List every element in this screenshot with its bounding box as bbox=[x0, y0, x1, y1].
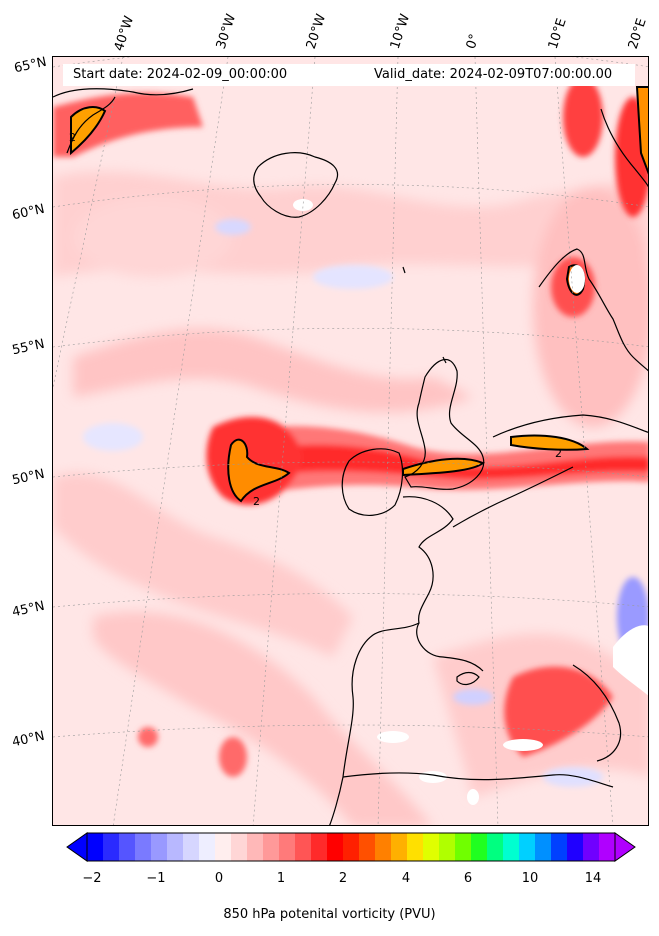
valid-date-label: Valid_date: 2024-02-09T07:00:00.00 bbox=[374, 67, 613, 82]
colorbar-outline bbox=[86, 832, 616, 862]
colorbar-segment bbox=[247, 833, 264, 861]
cb-tick-1: 1 bbox=[276, 871, 286, 886]
lon-label-20w: 20°W bbox=[303, 12, 330, 51]
cb-tick-6: 6 bbox=[463, 871, 473, 886]
colorbar-segment bbox=[455, 833, 472, 861]
lat-label-45n: 45°N bbox=[10, 598, 46, 621]
colorbar-title: 850 hPa potenital vorticity (PVU) bbox=[223, 907, 436, 922]
pv-high-cores bbox=[70, 86, 648, 503]
colorbar-min-arrow bbox=[66, 832, 88, 862]
terrain-mask bbox=[293, 199, 648, 805]
coastlines bbox=[53, 88, 648, 825]
colorbar-segment bbox=[391, 833, 408, 861]
colorbar-segment bbox=[183, 833, 200, 861]
colorbar-segment bbox=[295, 833, 312, 861]
colorbar-segment bbox=[327, 833, 344, 861]
colorbar-segment bbox=[343, 833, 360, 861]
cb-tick-4: 4 bbox=[401, 871, 411, 886]
colorbar-segment bbox=[567, 833, 584, 861]
contour-label-2-b: 2 bbox=[555, 447, 562, 460]
colorbar-segment bbox=[407, 833, 424, 861]
colorbar-segment bbox=[487, 833, 504, 861]
lat-label-50n: 50°N bbox=[10, 466, 46, 489]
cb-tick-0: 0 bbox=[214, 871, 224, 886]
lat-label-60n: 60°N bbox=[10, 201, 46, 224]
cb-tick-10: 10 bbox=[521, 871, 539, 886]
colorbar-segment bbox=[103, 833, 120, 861]
contour-label-2-a: 2 bbox=[253, 495, 260, 508]
lon-label-40w: 40°W bbox=[111, 14, 138, 53]
colorbar-segment bbox=[215, 833, 232, 861]
colorbar-segment bbox=[199, 833, 216, 861]
cb-tick-m1: −1 bbox=[146, 871, 166, 886]
colorbar bbox=[66, 832, 636, 862]
colorbar-segment bbox=[119, 833, 136, 861]
contour-label-2-c: 2 bbox=[69, 131, 76, 144]
lon-label-30w: 30°W bbox=[213, 12, 240, 51]
lon-label-10w: 10°W bbox=[387, 12, 414, 51]
lon-label-20e: 20°E bbox=[625, 16, 650, 51]
colorbar-segment bbox=[423, 833, 440, 861]
pv-broad-bands bbox=[53, 171, 648, 825]
lon-label-0: 0° bbox=[463, 32, 483, 51]
colorbar-segment bbox=[279, 833, 296, 861]
colorbar-segments bbox=[87, 833, 616, 861]
cb-tick-2: 2 bbox=[338, 871, 348, 886]
colorbar-segment bbox=[359, 833, 376, 861]
contour-labels: 2 2 2 bbox=[69, 131, 562, 508]
colorbar-segment bbox=[583, 833, 600, 861]
pv-map: 2 2 2 bbox=[52, 56, 649, 826]
graticule bbox=[53, 57, 648, 825]
colorbar-segment bbox=[375, 833, 392, 861]
colorbar-segment bbox=[599, 833, 616, 861]
colorbar-segment bbox=[167, 833, 184, 861]
colorbar-segment bbox=[135, 833, 152, 861]
lat-label-55n: 55°N bbox=[10, 336, 46, 359]
start-date-label: Start date: 2024-02-09_00:00:00 bbox=[73, 67, 288, 82]
colorbar-segment bbox=[87, 833, 104, 861]
lon-label-10e: 10°E bbox=[545, 16, 570, 51]
colorbar-max-arrow bbox=[614, 832, 636, 862]
colorbar-segment bbox=[439, 833, 456, 861]
pv-field-svg: 2 2 2 bbox=[53, 57, 648, 825]
lat-label-65n: 65°N bbox=[12, 54, 48, 77]
colorbar-segment bbox=[263, 833, 280, 861]
colorbar-segment bbox=[503, 833, 520, 861]
info-bar bbox=[63, 64, 635, 86]
colorbar-segment bbox=[231, 833, 248, 861]
colorbar-segment bbox=[471, 833, 488, 861]
cb-tick-14: 14 bbox=[584, 871, 602, 886]
colorbar-segment bbox=[151, 833, 168, 861]
lat-label-40n: 40°N bbox=[10, 728, 46, 751]
colorbar-segment bbox=[519, 833, 536, 861]
colorbar-segment bbox=[311, 833, 328, 861]
cb-tick-m2: −2 bbox=[82, 871, 102, 886]
colorbar-segment bbox=[551, 833, 568, 861]
colorbar-segment bbox=[535, 833, 552, 861]
